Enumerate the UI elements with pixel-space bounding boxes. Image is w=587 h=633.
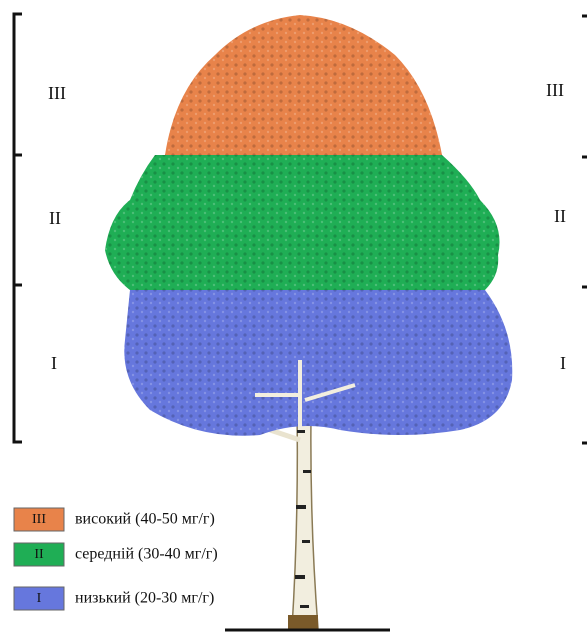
zone-label-left: II (49, 208, 61, 228)
legend-swatch (13, 507, 65, 532)
legend-swatch-label: III (32, 512, 46, 527)
zone-label-right: II (554, 206, 566, 226)
legend-swatch-label: II (34, 547, 44, 562)
legend-text: низький (20-30 мг/г) (75, 590, 214, 607)
zone-label-right: I (560, 353, 566, 373)
legend: III високий (40-50 мг/г) II середній (30… (13, 507, 218, 611)
crown (105, 15, 513, 436)
legend-text: середній (30-40 мг/г) (75, 546, 218, 563)
legend-text: високий (40-50 мг/г) (75, 511, 215, 528)
right-ticks (582, 14, 587, 445)
zone-label-left: I (51, 353, 57, 373)
zone-label-left: III (48, 83, 66, 103)
legend-swatch-label: I (37, 591, 42, 606)
legend-swatch (13, 542, 65, 567)
left-bracket (12, 12, 22, 444)
legend-swatch (13, 586, 65, 611)
zone-label-right: III (546, 80, 564, 100)
